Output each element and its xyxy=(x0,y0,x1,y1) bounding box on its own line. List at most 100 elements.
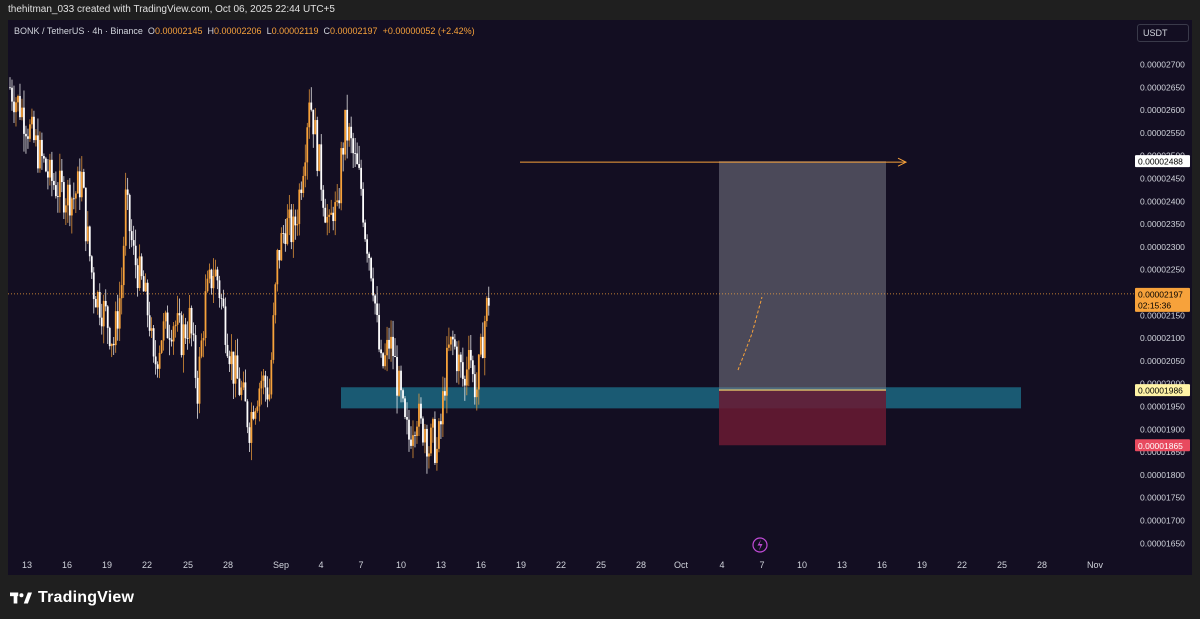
candle-body xyxy=(170,339,173,342)
x-tick-label: 25 xyxy=(183,560,193,570)
candle-body xyxy=(440,421,442,425)
candle-body xyxy=(190,307,193,334)
candle-body xyxy=(234,355,237,384)
candle-body xyxy=(41,139,43,157)
candle-body xyxy=(358,164,361,168)
chart-svg[interactable]: 0.00001650 0.00001700 0.00001750 0.00001800… xyxy=(0,0,1200,579)
candle-body xyxy=(308,102,311,128)
candle-body xyxy=(396,357,398,396)
candle-body xyxy=(13,101,15,113)
candle-body xyxy=(98,291,101,318)
candle-body xyxy=(432,419,434,428)
candle-body xyxy=(58,170,61,198)
candle-body xyxy=(94,299,97,308)
candle-body xyxy=(475,389,478,398)
x-tick-label: 4 xyxy=(318,560,323,570)
candle-body xyxy=(455,346,458,372)
candle-body xyxy=(164,312,167,322)
candle-body xyxy=(19,96,21,118)
candle-body xyxy=(416,426,418,437)
lightning-icon xyxy=(752,537,768,553)
candle-body xyxy=(400,370,402,391)
brand[interactable]: TradingView xyxy=(10,589,134,607)
candle-body xyxy=(47,171,49,178)
target-zone xyxy=(719,161,886,391)
candle-body xyxy=(100,317,103,327)
currency-button[interactable]: USDT xyxy=(1137,24,1189,42)
candle-body xyxy=(216,269,219,281)
candle-body xyxy=(328,214,331,217)
candle-body xyxy=(453,339,456,347)
candle-body xyxy=(428,453,430,457)
x-tick-label: 4 xyxy=(719,560,724,570)
candle-body xyxy=(148,315,151,331)
symbol-legend: BONK / TetherUS · 4h · Binance O0.000021… xyxy=(14,26,475,36)
candle-body xyxy=(226,344,229,357)
x-tick-label: 16 xyxy=(476,560,486,570)
x-tick-label: 22 xyxy=(142,560,152,570)
target-price-label-bg xyxy=(1135,155,1190,168)
high-label: H xyxy=(207,26,215,36)
candle-body xyxy=(465,369,468,386)
candle-body xyxy=(282,233,285,234)
candle-body xyxy=(394,356,396,358)
candle-body xyxy=(346,109,349,141)
candle-body xyxy=(118,298,121,329)
candle-body xyxy=(174,324,177,327)
candle-body xyxy=(140,256,143,277)
x-tick-label: 19 xyxy=(102,560,112,570)
x-tick-label: Sep xyxy=(273,560,289,570)
x-tick-label: 16 xyxy=(62,560,72,570)
x-tick-label: 10 xyxy=(797,560,807,570)
chart-pane[interactable] xyxy=(8,20,1136,575)
candle-body xyxy=(402,390,404,399)
candle-body xyxy=(240,387,243,395)
candle-body xyxy=(78,171,81,198)
candle-body xyxy=(182,324,185,356)
candle-body xyxy=(356,153,359,165)
x-tick-label: 22 xyxy=(556,560,566,570)
candle-body xyxy=(142,276,145,292)
candle-body xyxy=(242,382,245,388)
high-value: 0.00002206 xyxy=(214,26,262,36)
candle-body xyxy=(96,291,99,308)
x-tick-label: 16 xyxy=(877,560,887,570)
x-tick-label: 28 xyxy=(223,560,233,570)
candle-body xyxy=(138,256,141,289)
candle-body xyxy=(312,109,315,135)
candle-body xyxy=(477,354,480,390)
candle-body xyxy=(374,295,376,304)
candle-body xyxy=(228,356,231,365)
candle-body xyxy=(481,336,484,358)
y-tick-label: 0.00002150 xyxy=(1140,310,1185,320)
candle-body xyxy=(442,391,444,425)
candle-body xyxy=(276,250,279,285)
x-tick-label: Oct xyxy=(674,560,689,570)
candle-body xyxy=(340,148,343,204)
candle-body xyxy=(212,275,215,289)
arrow-right-icon xyxy=(897,157,908,167)
x-tick-label: 28 xyxy=(1037,560,1047,570)
candle-body xyxy=(362,188,365,223)
candle-body xyxy=(352,138,355,154)
x-tick-label: 13 xyxy=(436,560,446,570)
candle-body xyxy=(92,272,95,300)
candle-body xyxy=(72,198,75,200)
y-tick-label: 0.00002400 xyxy=(1140,196,1185,206)
x-tick-label: Nov xyxy=(1087,560,1104,570)
candle-body xyxy=(128,194,131,232)
candle-body xyxy=(196,377,199,404)
candle-body xyxy=(122,245,125,286)
candle-body xyxy=(288,209,291,219)
candle-body xyxy=(483,321,486,358)
candle-body xyxy=(382,353,384,367)
candle-body xyxy=(448,344,450,348)
candle-body xyxy=(21,107,23,118)
candle-body xyxy=(208,269,211,279)
candle-body xyxy=(426,428,428,457)
candle-body xyxy=(280,233,283,261)
symbol-name: BONK / TetherUS · 4h · Binance xyxy=(14,26,143,36)
candle-body xyxy=(258,388,261,407)
candle-body xyxy=(262,375,265,381)
y-tick-label: 0.00002350 xyxy=(1140,219,1185,229)
